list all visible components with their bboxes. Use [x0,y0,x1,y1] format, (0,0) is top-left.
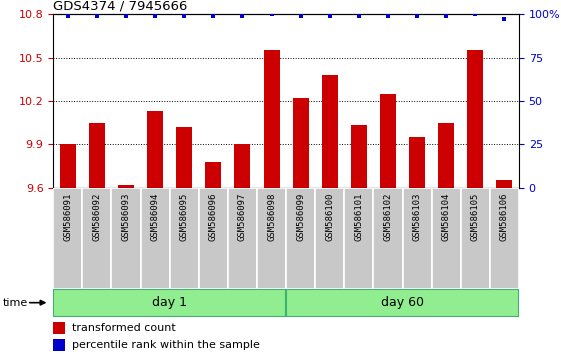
Text: day 1: day 1 [152,296,187,309]
FancyBboxPatch shape [82,188,112,289]
Bar [351,125,367,188]
Text: GSM586099: GSM586099 [296,193,305,241]
Bar [322,75,338,188]
Text: GSM586104: GSM586104 [442,193,450,241]
Point [442,13,450,19]
FancyBboxPatch shape [403,188,431,289]
Bar [293,98,309,188]
FancyBboxPatch shape [286,188,315,289]
Point [93,13,102,19]
Text: GSM586096: GSM586096 [209,193,218,241]
Bar [409,137,425,188]
Point [384,13,393,19]
FancyBboxPatch shape [169,188,199,289]
Bar [147,111,163,188]
Bar [118,185,134,188]
Text: GSM586103: GSM586103 [412,193,421,241]
FancyBboxPatch shape [53,289,286,317]
Bar [205,162,222,188]
Point [209,13,218,19]
Point [355,13,364,19]
FancyBboxPatch shape [286,289,519,317]
FancyBboxPatch shape [228,188,257,289]
Bar [53,339,65,350]
Text: GSM586091: GSM586091 [63,193,72,241]
Bar [438,122,454,188]
Point [325,13,334,19]
FancyBboxPatch shape [374,188,403,289]
FancyBboxPatch shape [431,188,461,289]
Bar [89,122,105,188]
FancyBboxPatch shape [490,188,519,289]
Point [412,13,421,19]
FancyBboxPatch shape [461,188,490,289]
Text: GSM586100: GSM586100 [325,193,334,241]
Text: GSM586102: GSM586102 [384,193,393,241]
FancyBboxPatch shape [315,188,344,289]
Text: GSM586093: GSM586093 [122,193,131,241]
Bar [176,127,192,188]
Point [267,11,276,17]
Bar [60,144,76,188]
Point [151,13,160,19]
Bar [264,50,279,188]
FancyBboxPatch shape [199,188,228,289]
Bar [234,144,250,188]
FancyBboxPatch shape [53,188,82,289]
Point [122,13,131,19]
FancyBboxPatch shape [112,188,141,289]
Point [180,13,188,19]
Text: GSM586094: GSM586094 [151,193,160,241]
Bar [467,50,483,188]
Text: GSM586092: GSM586092 [93,193,102,241]
Text: transformed count: transformed count [72,323,176,333]
Text: GSM586095: GSM586095 [180,193,188,241]
FancyBboxPatch shape [141,188,169,289]
Text: GSM586105: GSM586105 [471,193,480,241]
Text: GDS4374 / 7945666: GDS4374 / 7945666 [53,0,188,13]
Point [238,13,247,19]
Text: percentile rank within the sample: percentile rank within the sample [72,340,260,350]
Text: time: time [3,298,28,308]
Point [296,13,305,19]
Text: GSM586106: GSM586106 [500,193,509,241]
Bar [380,94,396,188]
Text: GSM586097: GSM586097 [238,193,247,241]
Point [471,11,480,17]
Bar [53,322,65,334]
Point [500,17,509,22]
Bar [496,181,512,188]
Text: GSM586101: GSM586101 [355,193,364,241]
Text: GSM586098: GSM586098 [267,193,276,241]
FancyBboxPatch shape [257,188,286,289]
Text: day 60: day 60 [381,296,424,309]
Point [63,13,72,19]
FancyBboxPatch shape [344,188,374,289]
